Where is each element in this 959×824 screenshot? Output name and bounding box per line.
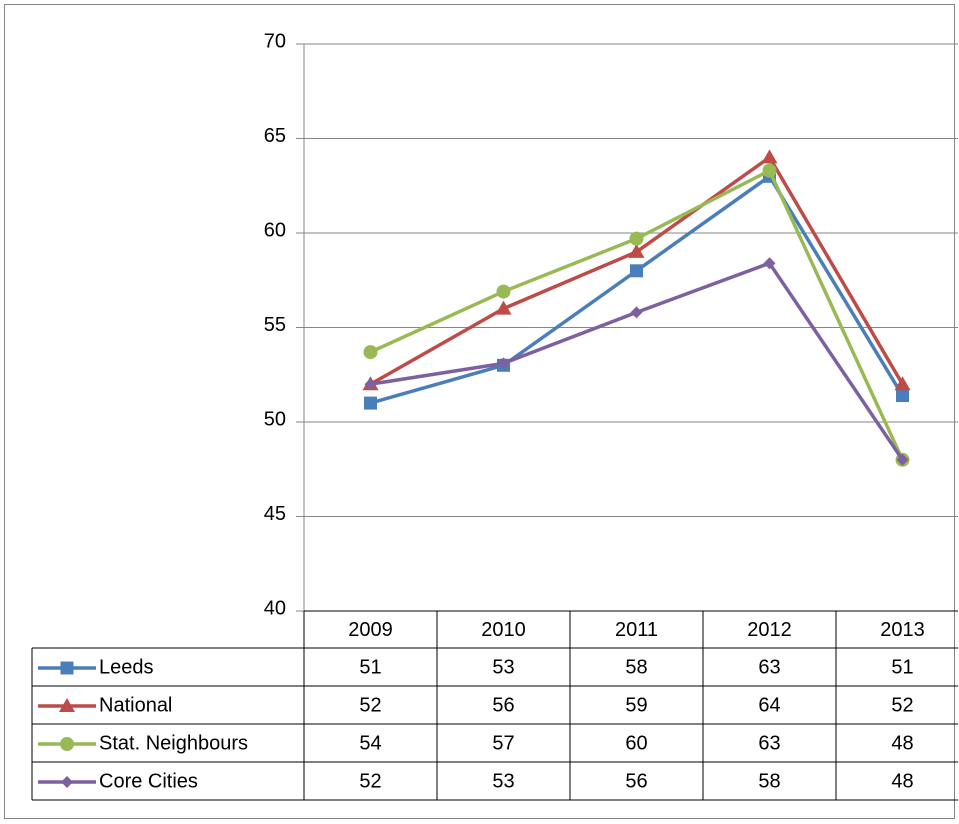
legend-key-marker [60,737,74,751]
table-value: 63 [758,656,780,678]
table-value: 52 [891,694,913,716]
x-tick-label: 2012 [747,619,792,641]
marker [496,284,511,299]
table-value: 59 [625,694,647,716]
marker [894,376,911,391]
legend-label: Stat. Neighbours [99,732,248,754]
marker [363,345,378,360]
table-value: 51 [359,656,381,678]
table-value: 48 [891,732,913,754]
table-value: 52 [359,694,381,716]
marker [630,306,643,319]
table-value: 60 [625,732,647,754]
x-tick-label: 2013 [880,619,925,641]
marker [762,163,777,178]
table-value: 58 [625,656,647,678]
y-tick-label: 65 [264,125,286,147]
marker [761,149,778,164]
table-value: 53 [492,770,514,792]
table-value: 56 [625,770,647,792]
table-value: 53 [492,656,514,678]
marker [364,378,377,391]
legend-label: Core Cities [99,770,198,792]
table-value: 54 [359,732,381,754]
y-tick-label: 50 [264,408,286,430]
y-tick-label: 40 [264,597,286,619]
marker [364,396,377,410]
table-value: 51 [891,656,913,678]
legend-label: Leeds [99,656,154,678]
marker [628,243,645,258]
marker [497,357,510,370]
x-tick-label: 2010 [481,619,526,641]
x-tick-label: 2009 [348,619,393,641]
legend-key-marker [61,776,73,788]
legend-label: National [99,694,172,716]
table-value: 58 [758,770,780,792]
table-value: 56 [492,694,514,716]
y-tick-label: 55 [264,314,286,336]
marker [629,231,644,246]
x-tick-label: 2011 [615,619,658,641]
legend-key-marker [60,661,74,675]
marker [630,264,643,278]
table-value: 63 [758,732,780,754]
marker [763,257,776,270]
table-value: 52 [359,770,381,792]
table-value: 48 [891,770,913,792]
marker [495,300,512,315]
chart-border [4,4,955,819]
marker [896,453,909,466]
y-tick-label: 70 [264,30,286,52]
y-tick-label: 45 [264,503,286,525]
table-value: 64 [758,694,780,716]
y-tick-label: 60 [264,219,286,241]
marker [896,389,909,403]
legend-key-marker [59,698,75,712]
table-value: 57 [492,732,514,754]
